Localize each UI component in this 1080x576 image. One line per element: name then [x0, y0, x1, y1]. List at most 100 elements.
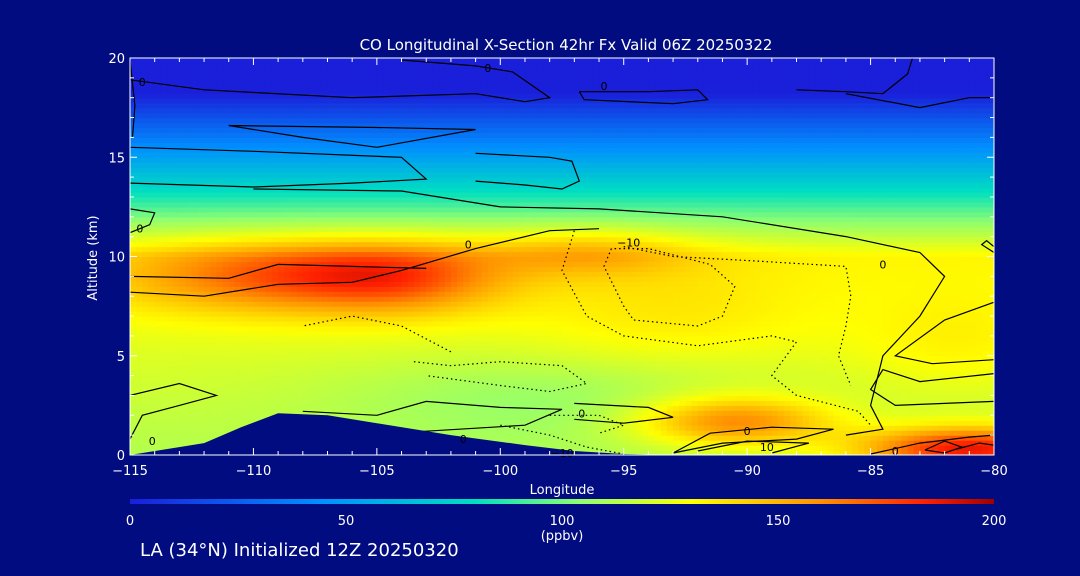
heatmap-cell	[321, 365, 329, 372]
heatmap-cell	[167, 370, 174, 377]
heatmap-cell	[500, 360, 508, 367]
heatmap-cell	[315, 261, 322, 268]
heatmap-cell	[321, 360, 329, 367]
heatmap-cell	[444, 301, 452, 307]
heatmap-cell	[185, 335, 193, 342]
heatmap-cell	[216, 400, 224, 406]
heatmap-cell	[130, 256, 137, 263]
heatmap-cell	[376, 355, 384, 362]
heatmap-cell	[500, 142, 508, 148]
heatmap-cell	[512, 340, 520, 347]
heatmap-cell	[364, 360, 372, 367]
heatmap-cell	[228, 172, 236, 178]
heatmap-cell	[204, 390, 211, 397]
heatmap-cell	[457, 360, 464, 367]
heatmap-cell	[265, 157, 273, 163]
heatmap-cell	[438, 316, 446, 322]
heatmap-cell	[395, 58, 403, 64]
heatmap-cell	[216, 231, 224, 238]
heatmap-cell	[191, 107, 199, 114]
heatmap-cell	[494, 420, 501, 426]
heatmap-cell	[284, 142, 292, 148]
heatmap-cell	[383, 420, 390, 426]
heatmap-cell	[284, 325, 292, 332]
heatmap-cell	[308, 360, 316, 367]
heatmap-cell	[154, 311, 162, 317]
heatmap-cell	[265, 236, 273, 243]
heatmap-cell	[142, 172, 150, 178]
heatmap-cell	[383, 92, 390, 99]
heatmap-cell	[457, 241, 464, 248]
heatmap-cell	[450, 375, 458, 382]
heatmap-cell	[376, 206, 384, 213]
heatmap-cell	[506, 77, 514, 84]
heatmap-cell	[247, 147, 255, 153]
heatmap-cell	[148, 340, 156, 347]
heatmap-cell	[148, 127, 156, 134]
heatmap-cell	[315, 395, 322, 402]
heatmap-cell	[241, 167, 248, 173]
heatmap-cell	[185, 266, 193, 272]
heatmap-cell	[302, 117, 310, 124]
heatmap-cell	[395, 122, 403, 129]
heatmap-cell	[481, 152, 489, 158]
heatmap-cell	[234, 330, 242, 337]
heatmap-cell	[426, 137, 433, 143]
heatmap-cell	[370, 97, 378, 104]
heatmap-cell	[432, 395, 440, 402]
heatmap-cell	[395, 311, 403, 317]
heatmap-cell	[290, 137, 298, 143]
heatmap-cell	[216, 296, 224, 302]
heatmap-cell	[457, 350, 464, 357]
heatmap-cell	[278, 206, 285, 213]
heatmap-cell	[167, 415, 174, 421]
heatmap-cell	[216, 127, 224, 134]
heatmap-cell	[450, 306, 458, 312]
heatmap-cell	[494, 350, 501, 357]
heatmap-cell	[494, 335, 501, 342]
heatmap-cell	[500, 296, 508, 302]
heatmap-cell	[327, 375, 335, 382]
heatmap-cell	[148, 226, 156, 233]
heatmap-cell	[364, 261, 372, 268]
heatmap-cell	[210, 286, 217, 292]
heatmap-cell	[339, 231, 347, 238]
heatmap-cell	[413, 370, 421, 377]
heatmap-cell	[185, 365, 193, 372]
heatmap-cell	[204, 276, 211, 282]
heatmap-cell	[339, 281, 347, 287]
heatmap-cell	[265, 271, 273, 277]
heatmap-cell	[444, 306, 452, 312]
heatmap-cell	[191, 117, 199, 124]
heatmap-cell	[321, 281, 329, 287]
heatmap-cell	[247, 400, 255, 406]
heatmap-cell	[450, 92, 458, 99]
heatmap-cell	[216, 196, 224, 203]
heatmap-cell	[407, 375, 415, 382]
heatmap-cell	[253, 211, 261, 218]
heatmap-cell	[247, 281, 255, 287]
heatmap-cell	[228, 67, 236, 74]
heatmap-cell	[463, 266, 471, 272]
heatmap-cell	[506, 330, 514, 337]
heatmap-cell	[228, 117, 236, 124]
heatmap-cell	[265, 97, 273, 104]
heatmap-cell	[296, 350, 304, 357]
heatmap-cell	[383, 241, 390, 248]
heatmap-cell	[432, 301, 440, 307]
heatmap-cell	[308, 162, 316, 168]
heatmap-cell	[333, 132, 341, 138]
heatmap-cell	[167, 256, 174, 263]
heatmap-cell	[506, 187, 514, 193]
heatmap-cell	[500, 400, 508, 406]
heatmap-cell	[216, 355, 224, 362]
heatmap-cell	[494, 191, 501, 198]
heatmap-cell	[308, 191, 316, 198]
heatmap-cell	[228, 167, 236, 173]
heatmap-cell	[173, 112, 180, 119]
heatmap-cell	[395, 395, 403, 402]
heatmap-cell	[278, 340, 285, 347]
heatmap-cell	[148, 256, 156, 263]
heatmap-cell	[321, 301, 329, 307]
heatmap-cell	[444, 321, 452, 327]
